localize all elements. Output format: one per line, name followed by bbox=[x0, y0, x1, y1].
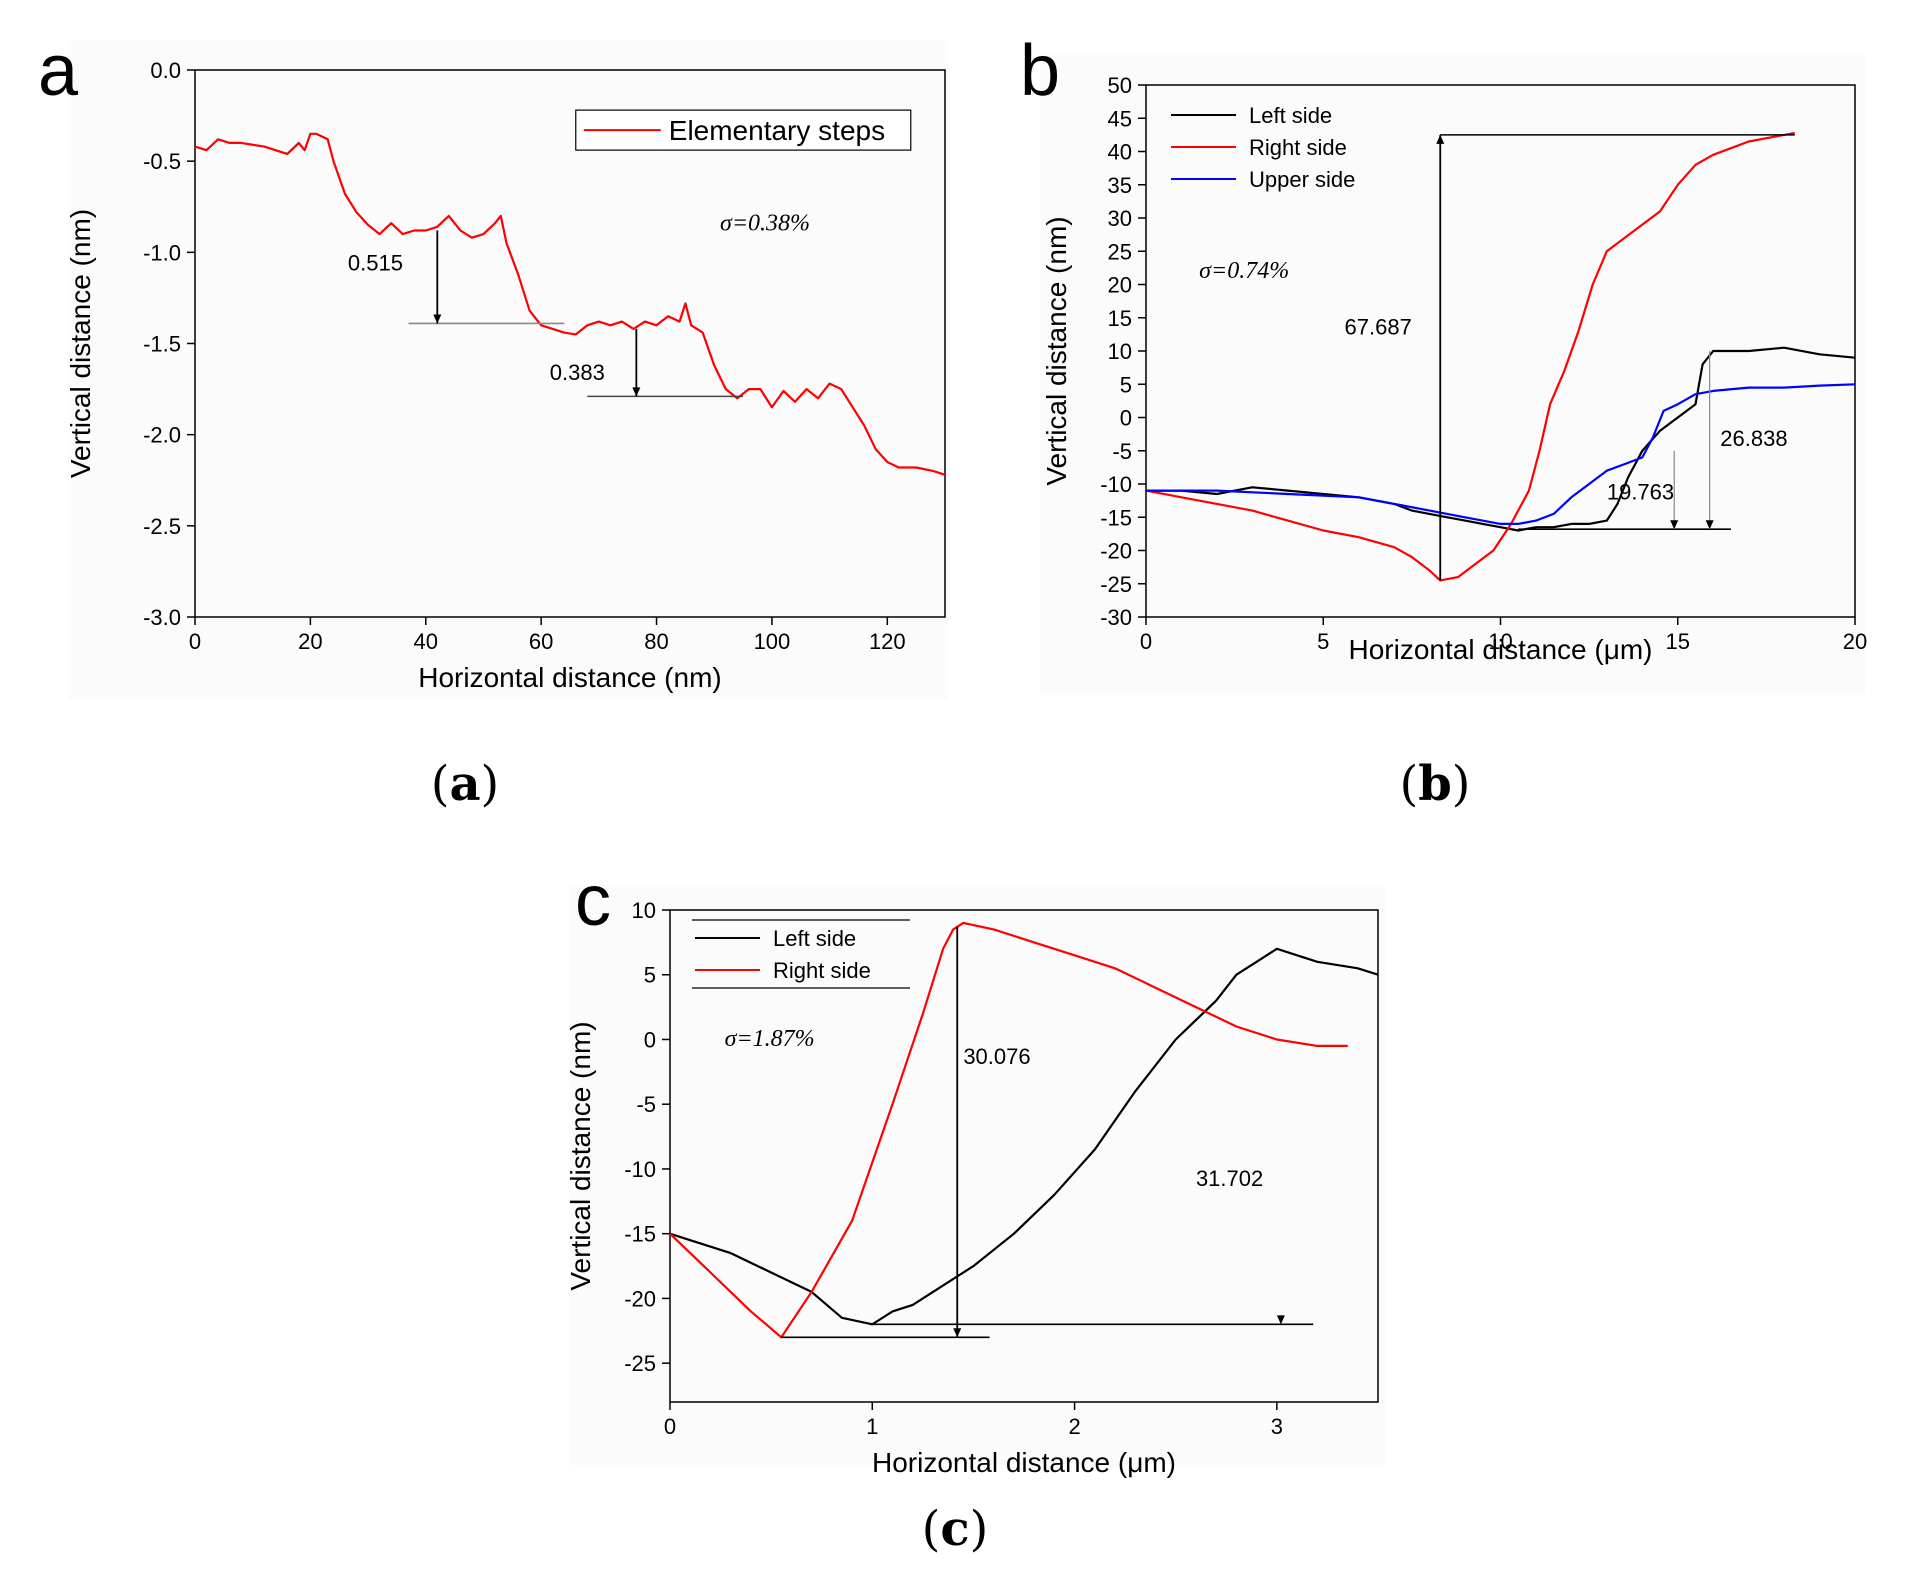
step-height-label: 0.383 bbox=[550, 360, 605, 385]
legend-label: Elementary steps bbox=[669, 115, 885, 146]
y-tick-label: 10 bbox=[632, 898, 656, 923]
series-line-elementary-steps bbox=[194, 132, 946, 476]
step-arrow-head bbox=[433, 314, 442, 324]
y-tick-label: 10 bbox=[1108, 339, 1132, 364]
x-tick-label: 15 bbox=[1666, 629, 1690, 654]
x-axis-label: Horizontal distance (μm) bbox=[872, 1447, 1176, 1478]
x-tick-label: 120 bbox=[869, 629, 906, 654]
panel-letter-c: c bbox=[575, 861, 611, 941]
y-tick-label: 0 bbox=[1120, 406, 1132, 431]
y-tick-label: -10 bbox=[1100, 472, 1132, 497]
y-tick-label: 40 bbox=[1108, 140, 1132, 165]
y-tick-label: 5 bbox=[1120, 372, 1132, 397]
caption-c-letter: c bbox=[940, 1501, 969, 1557]
y-tick-label: -20 bbox=[1100, 539, 1132, 564]
caption-c: (c) bbox=[922, 1501, 989, 1557]
caption-b-letter: b bbox=[1418, 756, 1452, 812]
plot-frame bbox=[669, 909, 1379, 1403]
panel-letter-a: a bbox=[38, 31, 79, 111]
legend-label: Right side bbox=[773, 958, 871, 983]
height-label: 30.076 bbox=[963, 1044, 1030, 1069]
sigma-annotation: σ=0.38% bbox=[720, 210, 810, 236]
step-arrow-head bbox=[632, 387, 641, 397]
y-tick-label: -5 bbox=[1112, 439, 1132, 464]
panel-background bbox=[570, 885, 1385, 1465]
x-tick-label: 2 bbox=[1068, 1414, 1080, 1439]
y-tick-label: -2.5 bbox=[143, 514, 181, 539]
x-tick-label: 0 bbox=[664, 1414, 676, 1439]
y-tick-label: 15 bbox=[1108, 306, 1132, 331]
y-tick-label: -15 bbox=[624, 1222, 656, 1247]
height-arrow-head bbox=[953, 1328, 962, 1338]
y-tick-label: 30 bbox=[1108, 206, 1132, 231]
x-tick-label: 60 bbox=[529, 629, 553, 654]
y-tick-label: 0 bbox=[644, 1027, 656, 1052]
x-tick-label: 40 bbox=[414, 629, 438, 654]
y-tick-label: -1.5 bbox=[143, 332, 181, 357]
y-tick-label: -25 bbox=[1100, 572, 1132, 597]
y-tick-label: -30 bbox=[1100, 605, 1132, 630]
series-line-upper-side bbox=[1146, 383, 1856, 526]
height-label: 31.702 bbox=[1196, 1166, 1263, 1191]
y-tick-label: -2.0 bbox=[143, 423, 181, 448]
panel-background bbox=[1040, 55, 1865, 695]
y-tick-label: -25 bbox=[624, 1351, 656, 1376]
height-label: 26.838 bbox=[1720, 426, 1787, 451]
legend-label: Left side bbox=[773, 926, 856, 951]
panel-b: 0 5 10 15 2050454035302520151050-5-10-15-20-… bbox=[1040, 55, 1867, 695]
panel-c: 0 1 2 3 10 5 0 -5 -10 -15 -20 -25 Horizontal distanc… bbox=[565, 885, 1385, 1478]
height-arrow-head bbox=[1670, 520, 1679, 530]
panel-letter-b: b bbox=[1020, 31, 1060, 111]
y-axis-label: Vertical distance (nm) bbox=[1041, 216, 1072, 485]
step-height-label: 0.515 bbox=[348, 251, 403, 276]
y-tick-label: -1.0 bbox=[143, 240, 181, 265]
y-tick-label: 45 bbox=[1108, 106, 1132, 131]
y-tick-label: -20 bbox=[624, 1286, 656, 1311]
x-tick-label: 100 bbox=[754, 629, 791, 654]
caption-a: (a) bbox=[431, 756, 500, 812]
x-tick-label: 5 bbox=[1317, 629, 1329, 654]
sigma-annotation: σ=1.87% bbox=[725, 1026, 815, 1052]
x-tick-label: 0 bbox=[189, 629, 201, 654]
y-tick-label: 5 bbox=[644, 963, 656, 988]
panel-a: 0 20 40 60 80 100 120 0.0 -0.5 -1.0 -1.5 -2.0 -2.5 -3… bbox=[65, 40, 948, 700]
caption-b: (b) bbox=[1399, 756, 1470, 812]
y-tick-label: 50 bbox=[1108, 73, 1132, 98]
y-tick-label: 35 bbox=[1108, 173, 1132, 198]
series-line-right-side bbox=[669, 921, 1348, 1339]
height-arrow-head bbox=[1705, 520, 1714, 530]
sigma-annotation: σ=0.74% bbox=[1199, 258, 1289, 284]
x-tick-label: 3 bbox=[1271, 1414, 1283, 1439]
height-label: 67.687 bbox=[1345, 314, 1412, 339]
x-tick-label: 80 bbox=[644, 629, 668, 654]
x-tick-label: 20 bbox=[1843, 629, 1867, 654]
legend-label: Left side bbox=[1249, 103, 1332, 128]
caption-a-letter: a bbox=[449, 756, 480, 812]
height-arrow-head bbox=[1276, 1315, 1285, 1325]
y-tick-label: 25 bbox=[1108, 239, 1132, 264]
x-axis-label: Horizontal distance (nm) bbox=[418, 662, 721, 693]
y-tick-label: -0.5 bbox=[143, 149, 181, 174]
x-tick-label: 0 bbox=[1140, 629, 1152, 654]
height-label: 19.763 bbox=[1607, 479, 1674, 504]
series-line-right-side bbox=[1145, 131, 1795, 582]
series-line-left-side bbox=[669, 947, 1379, 1326]
x-tick-label: 1 bbox=[866, 1414, 878, 1439]
x-tick-label: 20 bbox=[298, 629, 322, 654]
y-tick-label: -10 bbox=[624, 1157, 656, 1182]
x-axis-label: Horizontal distance (μm) bbox=[1348, 634, 1652, 665]
legend-label: Upper side bbox=[1249, 167, 1355, 192]
series-line-left-side bbox=[1146, 346, 1856, 532]
y-tick-label: -5 bbox=[636, 1092, 656, 1117]
height-arrow-head bbox=[1436, 134, 1445, 144]
y-tick-label: 20 bbox=[1108, 273, 1132, 298]
legend-label: Right side bbox=[1249, 135, 1347, 160]
y-axis-label: Vertical distance (nm) bbox=[65, 209, 96, 478]
y-tick-label: -3.0 bbox=[143, 605, 181, 630]
x-tick-label: 10 bbox=[1488, 629, 1512, 654]
y-tick-label: 0.0 bbox=[150, 58, 181, 83]
y-tick-label: -15 bbox=[1100, 505, 1132, 530]
y-axis-label: Vertical distance (nm) bbox=[565, 1021, 596, 1290]
